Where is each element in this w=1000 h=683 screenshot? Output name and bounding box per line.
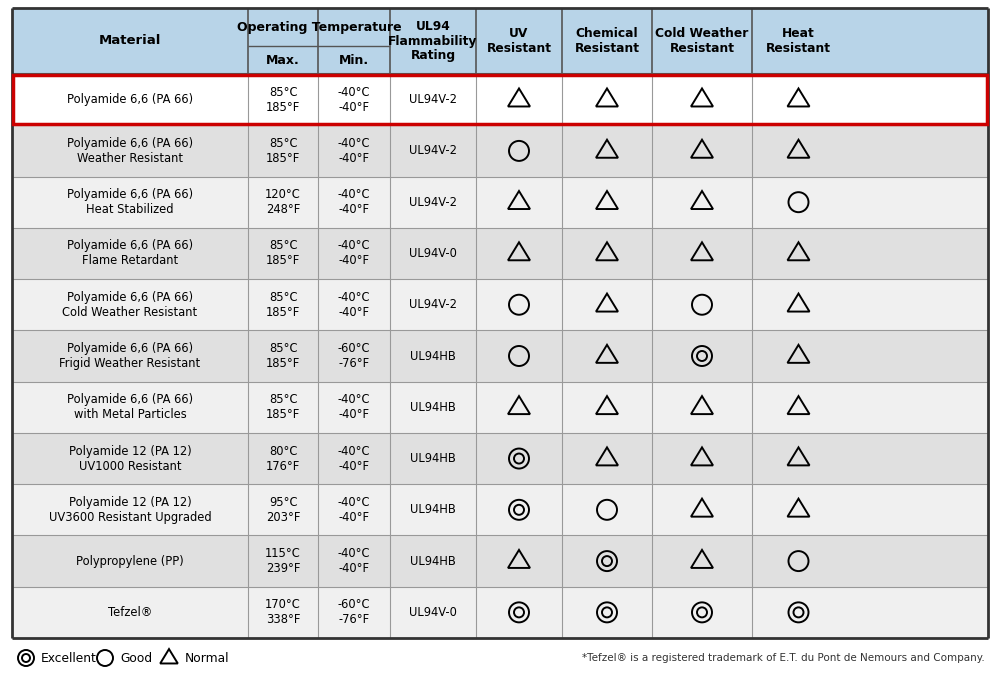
Text: Polyamide 12 (PA 12)
UV3600 Resistant Upgraded: Polyamide 12 (PA 12) UV3600 Resistant Up… [49, 496, 211, 524]
Text: 85°C
185°F: 85°C 185°F [266, 85, 300, 113]
Text: Cold Weather
Resistant: Cold Weather Resistant [655, 27, 749, 55]
Text: 85°C
185°F: 85°C 185°F [266, 342, 300, 370]
Text: 120°C
248°F: 120°C 248°F [265, 189, 301, 217]
Text: Polyamide 12 (PA 12)
UV1000 Resistant: Polyamide 12 (PA 12) UV1000 Resistant [69, 445, 191, 473]
Bar [12, 279, 988, 331]
Bar [12, 535, 988, 587]
Text: -40°C
-40°F: -40°C -40°F [338, 496, 370, 524]
Text: UL94HB: UL94HB [410, 401, 456, 414]
Text: UL94HB: UL94HB [410, 452, 456, 465]
Text: UL94HB: UL94HB [410, 503, 456, 516]
Text: 170°C
338°F: 170°C 338°F [265, 598, 301, 626]
Text: -40°C
-40°F: -40°C -40°F [338, 189, 370, 217]
Text: UL94HB: UL94HB [410, 555, 456, 568]
Text: Polypropylene (PP): Polypropylene (PP) [76, 555, 184, 568]
Text: Polyamide 6,6 (PA 66)
with Metal Particles: Polyamide 6,6 (PA 66) with Metal Particl… [67, 393, 193, 421]
Bar [12, 484, 988, 535]
Text: -60°C
-76°F: -60°C -76°F [338, 598, 370, 626]
Text: UL94V-2: UL94V-2 [409, 196, 457, 209]
Text: *Tefzel® is a registered trademark of E.T. du Pont de Nemours and Company.: *Tefzel® is a registered trademark of E.… [582, 653, 985, 663]
Text: Excellent: Excellent [41, 652, 97, 665]
Text: UL94V-2: UL94V-2 [409, 144, 457, 157]
Text: -40°C
-40°F: -40°C -40°F [338, 445, 370, 473]
Bar [12, 176, 988, 228]
Text: -40°C
-40°F: -40°C -40°F [338, 393, 370, 421]
Text: Operating Temperature: Operating Temperature [237, 20, 401, 33]
Bar [12, 433, 988, 484]
Bar [12, 8, 988, 74]
Bar [12, 331, 988, 382]
Text: -40°C
-40°F: -40°C -40°F [338, 240, 370, 268]
Bar [13, 75, 987, 124]
Text: 115°C
239°F: 115°C 239°F [265, 547, 301, 575]
Text: Max.: Max. [266, 53, 300, 66]
Text: UV
Resistant: UV Resistant [486, 27, 552, 55]
Text: Polyamide 6,6 (PA 66)
Heat Stabilized: Polyamide 6,6 (PA 66) Heat Stabilized [67, 189, 193, 217]
Text: Polyamide 6,6 (PA 66): Polyamide 6,6 (PA 66) [67, 93, 193, 106]
Text: 85°C
185°F: 85°C 185°F [266, 291, 300, 319]
Text: -60°C
-76°F: -60°C -76°F [338, 342, 370, 370]
Bar [12, 382, 988, 433]
Text: -40°C
-40°F: -40°C -40°F [338, 137, 370, 165]
Text: Polyamide 6,6 (PA 66)
Weather Resistant: Polyamide 6,6 (PA 66) Weather Resistant [67, 137, 193, 165]
Bar [12, 587, 988, 638]
Text: UL94V-2: UL94V-2 [409, 93, 457, 106]
Bar [12, 125, 988, 176]
Text: 85°C
185°F: 85°C 185°F [266, 137, 300, 165]
Text: UL94V-2: UL94V-2 [409, 298, 457, 311]
Text: -40°C
-40°F: -40°C -40°F [338, 85, 370, 113]
Text: Chemical
Resistant: Chemical Resistant [574, 27, 640, 55]
Bar [12, 74, 988, 125]
Text: Polyamide 6,6 (PA 66)
Frigid Weather Resistant: Polyamide 6,6 (PA 66) Frigid Weather Res… [59, 342, 201, 370]
Text: Normal: Normal [185, 652, 230, 665]
Text: Polyamide 6,6 (PA 66)
Cold Weather Resistant: Polyamide 6,6 (PA 66) Cold Weather Resis… [62, 291, 198, 319]
Text: UL94
Flammability
Rating: UL94 Flammability Rating [388, 20, 478, 63]
Text: -40°C
-40°F: -40°C -40°F [338, 291, 370, 319]
Text: UL94V-0: UL94V-0 [409, 247, 457, 260]
Text: Material: Material [99, 35, 161, 48]
Text: 80°C
176°F: 80°C 176°F [266, 445, 300, 473]
Text: Tefzel®: Tefzel® [108, 606, 152, 619]
Text: Polyamide 6,6 (PA 66)
Flame Retardant: Polyamide 6,6 (PA 66) Flame Retardant [67, 240, 193, 268]
Text: 95°C
203°F: 95°C 203°F [266, 496, 300, 524]
Text: UL94HB: UL94HB [410, 350, 456, 363]
Text: 85°C
185°F: 85°C 185°F [266, 240, 300, 268]
Bar [12, 228, 988, 279]
Text: -40°C
-40°F: -40°C -40°F [338, 547, 370, 575]
Text: Good: Good [120, 652, 152, 665]
Text: Heat
Resistant: Heat Resistant [766, 27, 831, 55]
Text: Min.: Min. [339, 53, 369, 66]
Text: UL94V-0: UL94V-0 [409, 606, 457, 619]
Text: 85°C
185°F: 85°C 185°F [266, 393, 300, 421]
